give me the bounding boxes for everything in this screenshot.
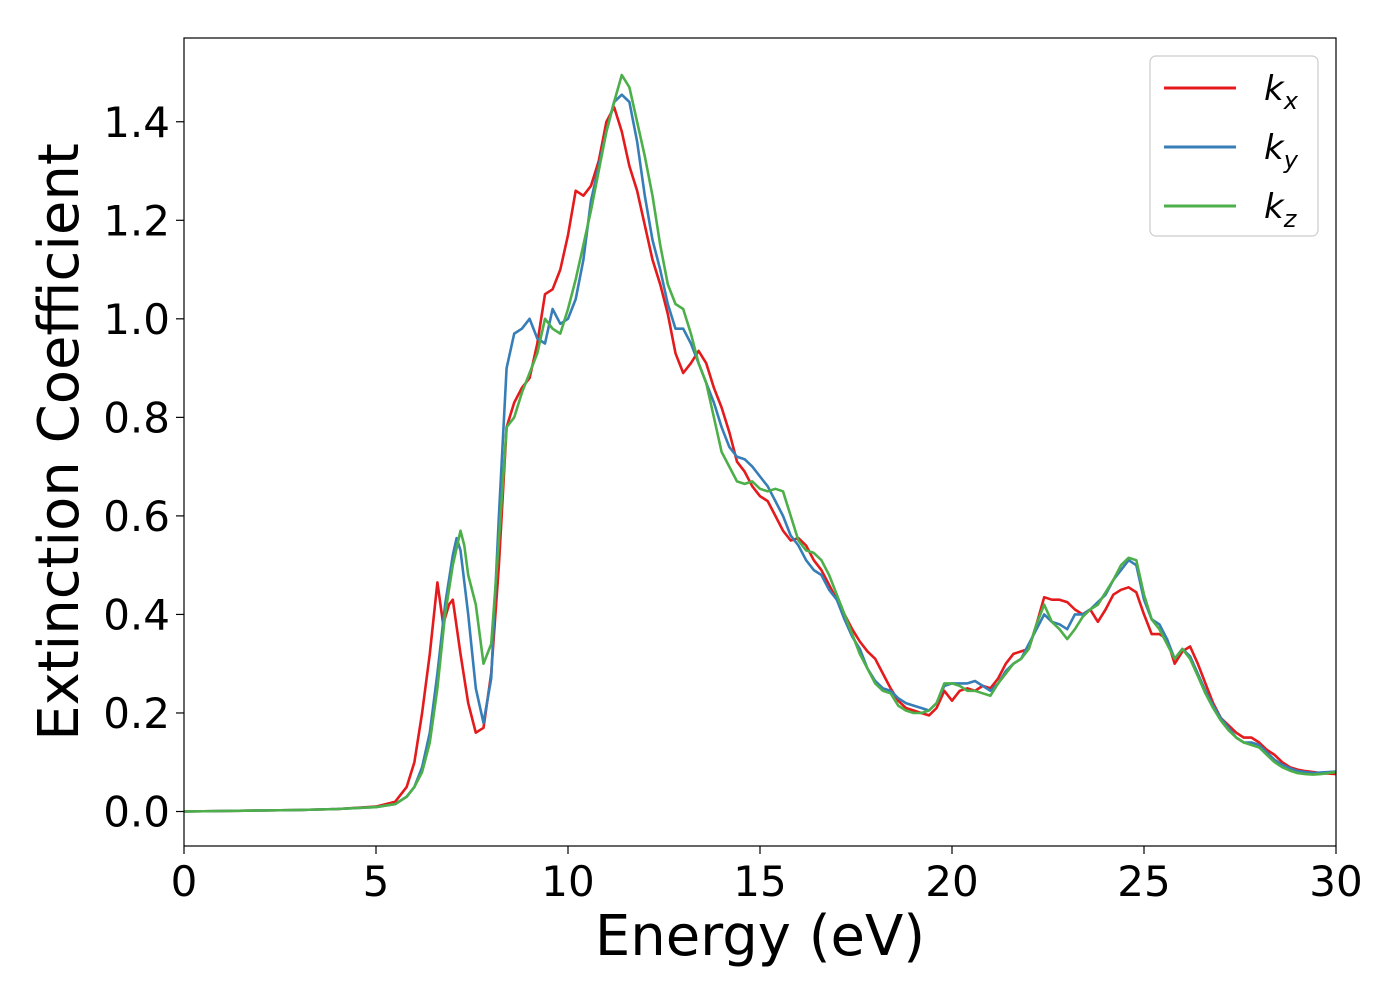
y-tick-label: 0.4: [103, 590, 170, 639]
y-axis-title: Extinction Coefficient: [27, 143, 92, 741]
y-tick-label: 0.2: [103, 689, 170, 738]
legend-label-ky: ky: [1264, 128, 1299, 174]
y-tick-label: 0.8: [103, 393, 170, 442]
y-tick-label: 1.4: [103, 98, 170, 147]
x-axis-title: Energy (eV): [595, 904, 925, 969]
y-tick-label: 0.6: [103, 492, 170, 541]
x-tick-label: 20: [925, 857, 978, 906]
legend-label-kz: kz: [1264, 187, 1298, 233]
legend: kx ky kz: [1149, 55, 1319, 237]
y-tick-label: 1.2: [103, 196, 170, 245]
series-line-kz: [184, 73, 1336, 813]
y-tick-label: 1.0: [103, 295, 170, 344]
y-tick-label: 0.0: [103, 788, 170, 837]
x-tick-label: 5: [363, 857, 390, 906]
x-axis: 0 5 10 15 20 25 30: [171, 846, 1363, 906]
x-tick-label: 30: [1309, 857, 1362, 906]
x-tick-label: 15: [733, 857, 786, 906]
legend-label-kx: kx: [1264, 69, 1299, 115]
y-axis: 0.0 0.2 0.4 0.6 0.8 1.0 1.2 1.4: [103, 98, 184, 837]
x-tick-label: 0: [171, 857, 198, 906]
series-layer: [184, 73, 1336, 813]
x-tick-label: 10: [541, 857, 594, 906]
x-tick-label: 25: [1117, 857, 1170, 906]
